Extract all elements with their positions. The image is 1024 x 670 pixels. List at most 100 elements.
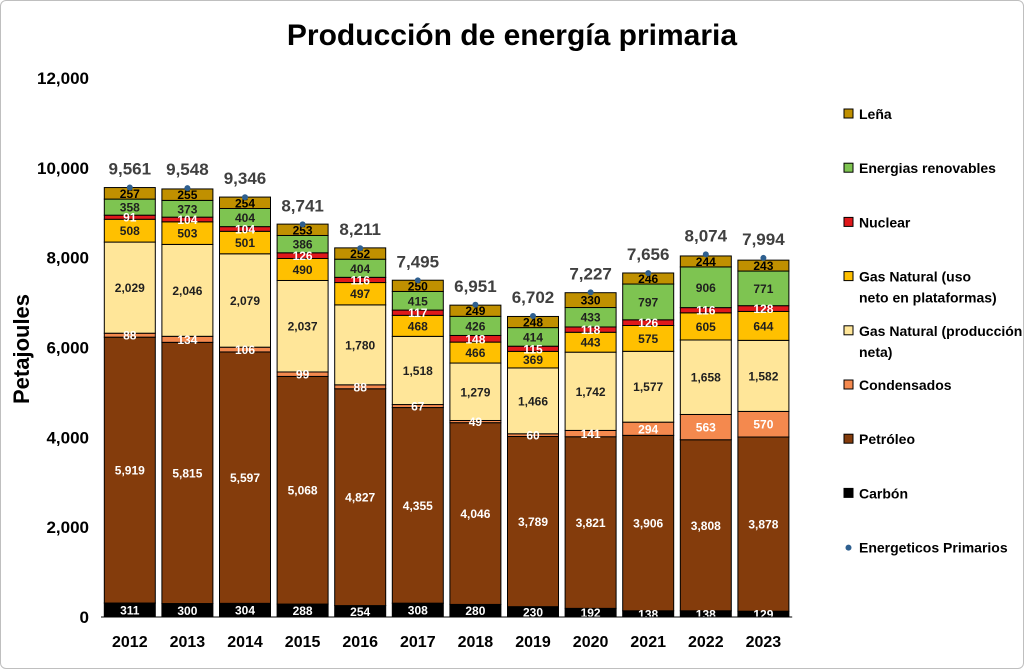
- bar-segment-label: 67: [411, 400, 425, 414]
- bar-segment-label: 138: [696, 607, 716, 621]
- bar-segment-label: 126: [638, 316, 658, 330]
- total-label: 7,994: [742, 230, 785, 249]
- bar-segment-label: 115: [523, 342, 543, 356]
- legend-item: Condensados: [843, 377, 952, 393]
- bar-segment-label: 104: [177, 213, 197, 227]
- bar-segment: [449, 422, 502, 605]
- x-tick-label: 2014: [227, 634, 263, 651]
- legend-swatch: [843, 379, 854, 390]
- total-label: 8,211: [339, 220, 381, 239]
- legend-label: Carbón: [859, 485, 908, 501]
- bar-segment: [737, 436, 790, 612]
- bar-segment-label: 3,789: [518, 515, 548, 529]
- bar-segment-label: 3,906: [633, 517, 663, 531]
- x-axis-ticks: 2012 2013 2014 2015 2016 2017 2018 2019 2020 2021…: [112, 634, 781, 651]
- bar-segment-label: 249: [465, 304, 485, 318]
- legend-swatch: [843, 271, 854, 282]
- total-label: 7,656: [627, 245, 670, 264]
- legend: Leña Energias renovables Nuclear Gas Natura…: [843, 106, 1022, 556]
- bar-segment-label: 2,079: [230, 294, 260, 308]
- bar-segment: [737, 410, 790, 438]
- bar-segment-label: 5,919: [115, 464, 145, 478]
- total-marker: [530, 312, 536, 319]
- total-label: 7,495: [397, 252, 440, 271]
- total-marker: [414, 277, 421, 284]
- x-tick-label: 2022: [688, 634, 724, 651]
- bar-segment: [219, 351, 271, 604]
- bar-segment-label: 308: [408, 604, 428, 618]
- bar-segment-label: 294: [638, 422, 658, 436]
- legend-item: Gas Natural (uso neto en plataformas): [843, 269, 997, 306]
- bar-segment-label: 570: [753, 418, 773, 432]
- x-tick-label: 2015: [285, 634, 321, 651]
- bar-segment-label: 1,658: [691, 371, 721, 385]
- bar-segment-label: 404: [235, 211, 255, 225]
- bar-segment-label: 373: [177, 202, 197, 216]
- bar-segment: [679, 439, 732, 612]
- bar-segment-label: 5,815: [172, 466, 202, 480]
- total-marker: [472, 301, 479, 308]
- total-label: 9,548: [166, 160, 209, 179]
- x-tick-label: 2020: [573, 634, 609, 651]
- bar-segment-label: 141: [581, 427, 601, 441]
- bar-segment: [391, 407, 444, 604]
- x-tick-label: 2012: [112, 634, 148, 651]
- bar-segment-label: 118: [581, 323, 601, 337]
- total-marker: [760, 254, 767, 261]
- bar-segment: [103, 241, 156, 334]
- total-marker: [702, 251, 709, 258]
- bar-segment-label: 116: [351, 273, 371, 287]
- total-marker: [126, 184, 133, 191]
- bar-segment-label: 252: [350, 247, 370, 261]
- bar-segment-label: 404: [350, 262, 370, 276]
- bar-segment-label: 148: [465, 332, 485, 346]
- bar-segment: [391, 335, 444, 406]
- y-tick-label: 10,000: [37, 159, 89, 178]
- legend-item: Energeticos Primarios: [845, 540, 1008, 556]
- bar-segment-label: 254: [235, 196, 255, 210]
- bar-segment-label: 104: [235, 222, 255, 236]
- x-tick-label: 2019: [515, 634, 551, 651]
- bar-segment: [679, 339, 732, 415]
- bar-segment-label: 288: [293, 604, 313, 618]
- bar-segment: [737, 310, 790, 341]
- x-tick-label: 2023: [746, 634, 782, 651]
- legend-label: neta): [859, 344, 892, 360]
- y-axis-ticks: 0 2,000 4,000 6,000 8,000 10,000 12,000: [37, 69, 89, 627]
- legend-label: Gas Natural (producción: [859, 323, 1022, 339]
- bar-segment-label: 771: [753, 282, 773, 296]
- bar-segment: [219, 253, 271, 348]
- bar-segment-label: 443: [581, 336, 601, 350]
- total-label: 6,702: [512, 288, 555, 307]
- bar-segment: [737, 270, 790, 307]
- bars: [103, 187, 790, 618]
- bar-segment-label: 99: [296, 368, 310, 382]
- bar-segment-label: 88: [354, 380, 368, 394]
- legend-marker: [845, 544, 852, 551]
- y-tick-label: 12,000: [37, 69, 89, 88]
- bar-segment: [507, 435, 559, 608]
- total-markers: 9,561 9,548 9,346 8,741 8,211 7,495 6,951 6,702…: [109, 160, 785, 319]
- bar-segment: [564, 436, 617, 609]
- bar-segment-label: 1,742: [576, 385, 606, 399]
- legend-label: Gas Natural (uso: [859, 269, 971, 285]
- legend-swatch: [843, 487, 854, 498]
- bar-segment-label: 1,577: [633, 380, 663, 394]
- legend-swatch: [843, 325, 854, 336]
- bar-segment: [737, 339, 790, 412]
- bar-segment-label: 117: [408, 306, 428, 320]
- bar-segment-label: 257: [120, 187, 140, 201]
- bar-segment-label: 468: [408, 319, 428, 333]
- bar-segment-label: 4,046: [460, 507, 490, 521]
- bar-segment-label: 415: [408, 294, 428, 308]
- bar-segment-label: 4,827: [345, 491, 375, 505]
- bar-segment: [679, 413, 732, 441]
- total-label: 9,346: [224, 169, 267, 188]
- x-tick-label: 2018: [458, 634, 494, 651]
- legend-swatch: [843, 162, 854, 173]
- total-label: 7,227: [569, 264, 612, 283]
- bar-segment-label: 330: [581, 294, 601, 308]
- bar-segment-label: 230: [523, 605, 543, 619]
